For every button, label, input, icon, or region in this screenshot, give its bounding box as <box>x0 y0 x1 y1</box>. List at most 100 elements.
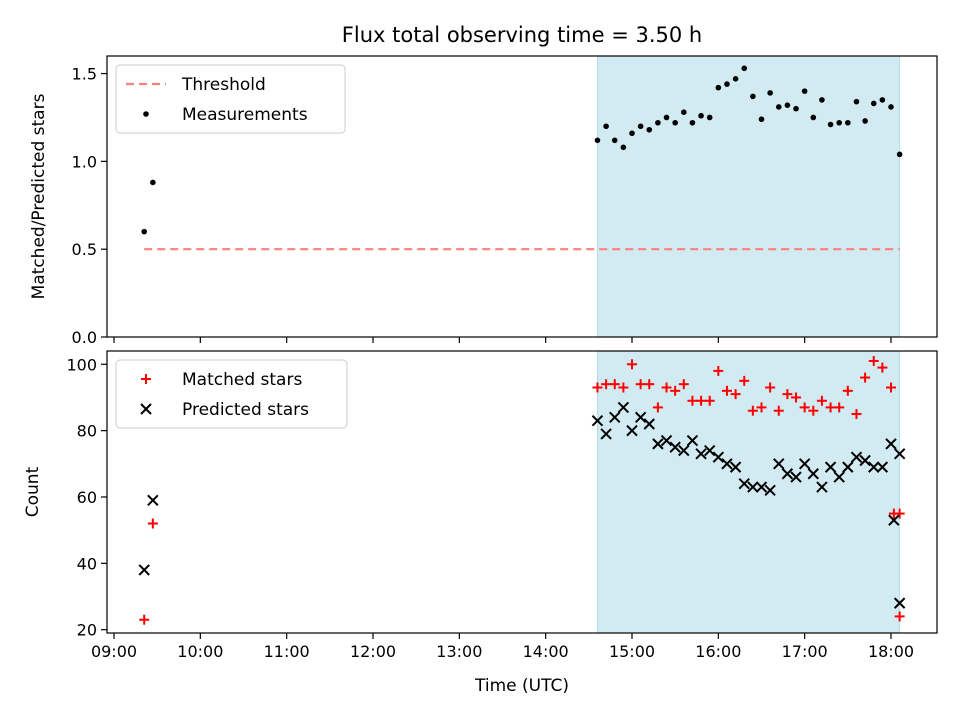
matched-stars-point <box>147 518 158 529</box>
measurement-point <box>819 97 825 103</box>
measurement-point <box>646 126 653 133</box>
matched-stars-point <box>894 611 905 622</box>
measurement-point <box>150 179 156 186</box>
measurement-point <box>698 112 704 119</box>
y-tick-label: 20 <box>77 621 97 640</box>
measurement-point <box>655 119 661 126</box>
predicted-stars-point <box>721 458 733 470</box>
predicted-stars-point <box>703 444 716 457</box>
ratio-panel: 0.0 0.5 1.0 1.5 Matched/Predicted stars Thres… <box>29 55 938 347</box>
y-tick-label: 0.5 <box>72 240 97 259</box>
predicted-stars-point <box>686 434 699 447</box>
predicted-stars-point <box>781 468 794 480</box>
x-tick-label: 18:00 <box>868 642 914 661</box>
legend-swatch-predicted <box>140 403 152 415</box>
observing-span-shade <box>596 55 901 338</box>
predicted-stars-point <box>600 428 612 440</box>
predicted-stars-point <box>652 438 664 450</box>
predicted-stars-point <box>643 418 655 430</box>
x-axis-label: Time (UTC) <box>474 676 569 696</box>
measurement-point <box>879 97 886 103</box>
matched-stars-point <box>730 389 741 400</box>
measurement-point <box>706 114 713 121</box>
predicted-stars-point <box>660 434 673 447</box>
predicted-stars-point <box>850 451 863 463</box>
plot-frame <box>106 350 938 634</box>
predicted-stars-point <box>729 461 742 473</box>
measurement-point <box>775 104 782 110</box>
measurement-point <box>629 130 635 137</box>
predicted-stars-point <box>712 451 725 463</box>
x-tick-label: 13:00 <box>436 642 482 661</box>
matched-stars-point <box>808 405 819 416</box>
predicted-stars-point <box>807 468 820 480</box>
matched-stars-point <box>868 355 879 366</box>
matched-stars-point <box>765 382 776 393</box>
matched-stars-point <box>791 392 802 403</box>
predicted-stars-point <box>888 514 900 526</box>
predicted-stars-point <box>893 597 906 609</box>
predicted-stars-point <box>138 564 150 576</box>
measurement-point <box>810 114 817 121</box>
measurement-point <box>793 105 799 112</box>
measurement-point <box>741 65 748 72</box>
measurement-point <box>724 81 730 87</box>
measurement-point <box>603 123 609 130</box>
matched-stars-point <box>592 382 603 393</box>
legend-label: Threshold <box>181 75 266 95</box>
matched-stars-point <box>644 379 655 390</box>
count-panel: 20 40 60 80 100 09:00 10:00 11:00 12:00 13:00 14:0… <box>23 350 938 661</box>
y-tick-label: 1.0 <box>72 152 97 171</box>
predicted-stars-point <box>816 481 828 493</box>
matched-stars-point <box>704 395 715 406</box>
measurement-point <box>801 88 808 94</box>
matched-stars-point <box>739 375 750 386</box>
measurement-point <box>141 228 148 235</box>
matched-stars-point <box>825 402 836 413</box>
predicted-stars-point <box>634 411 647 424</box>
matched-stars-point <box>635 379 646 390</box>
x-tick-label: 15:00 <box>609 642 655 661</box>
predicted-stars-point <box>876 461 889 473</box>
legend: Matched stars Predicted stars <box>115 359 348 429</box>
y-tick-label: 1.5 <box>72 65 97 84</box>
y-axis-label: Count <box>23 466 43 517</box>
measurement-point <box>715 84 722 91</box>
matched-stars-point <box>139 614 150 625</box>
predicted-stars-point <box>842 461 854 473</box>
matched-stars-point <box>888 508 899 519</box>
matched-stars-point <box>799 402 810 413</box>
predicted-stars-point <box>695 448 707 460</box>
plot-frame <box>106 55 938 338</box>
measurement-point <box>689 119 696 126</box>
matched-stars-point <box>851 409 862 420</box>
measurement-point <box>784 102 791 108</box>
y-tick-label: 60 <box>77 488 97 507</box>
matched-stars-point <box>652 402 663 413</box>
predicted-stars-point <box>773 458 785 470</box>
matched-stars-point <box>721 385 732 396</box>
y-tick-label: 40 <box>77 554 97 573</box>
measurement-point <box>672 119 678 126</box>
predicted-stars-point <box>824 461 837 473</box>
y-tick-label: 100 <box>66 355 97 374</box>
x-tick-label: 14:00 <box>523 642 569 661</box>
predicted-stars-point <box>609 411 621 424</box>
matched-stars-point <box>601 379 612 390</box>
predicted-stars-point <box>147 494 159 507</box>
x-tick-label: 17:00 <box>782 642 828 661</box>
predicted-stars-point <box>893 448 906 460</box>
measurement-point <box>611 137 618 144</box>
matched-stars-point <box>687 395 698 406</box>
matched-stars-point <box>782 389 793 400</box>
legend-swatch-measurements <box>143 111 149 117</box>
measurement-point <box>594 137 601 144</box>
measurement-point <box>862 118 868 124</box>
matched-stars-point <box>747 405 758 416</box>
predicted-stars-point <box>885 438 897 450</box>
measurement-point <box>870 100 877 107</box>
measurement-point <box>681 109 687 115</box>
measurement-point <box>637 123 644 130</box>
legend-label: Matched stars <box>182 370 302 390</box>
